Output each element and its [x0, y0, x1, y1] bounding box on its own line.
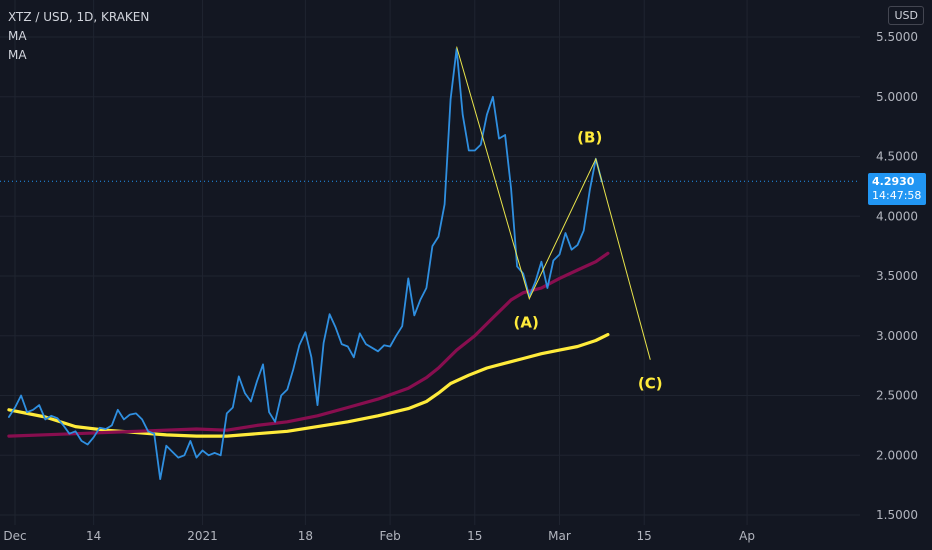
x-tick-label: 18	[298, 529, 313, 543]
wave-path	[456, 46, 651, 360]
series-layer	[0, 48, 860, 481]
y-tick-label: 4.0000	[876, 209, 918, 223]
x-tick-label: Mar	[548, 529, 571, 543]
wave-label: (A)	[514, 314, 539, 332]
y-tick-label: 1.5000	[876, 508, 918, 522]
y-tick-label: 2.5000	[876, 389, 918, 403]
wave-annotation: (A) (B) (C)	[456, 46, 663, 393]
ma-indicator-label-2[interactable]: MA	[8, 48, 27, 62]
x-tick-label: Feb	[379, 529, 400, 543]
x-axis[interactable]: Dec 14 2021 18 Feb 15 Mar 15 Ap	[3, 529, 755, 543]
current-price-value: 4.2930	[872, 175, 915, 188]
y-tick-label: 5.0000	[876, 90, 918, 104]
y-tick-label: 2.0000	[876, 448, 918, 462]
y-tick-label: 3.0000	[876, 329, 918, 343]
y-tick-label: 3.5000	[876, 269, 918, 283]
bar-countdown: 14:47:58	[872, 189, 922, 202]
y-axis[interactable]: 1.5000 2.0000 2.5000 3.0000 3.5000 4.0000 4.50…	[876, 30, 918, 522]
x-tick-label: 2021	[187, 529, 218, 543]
current-price-tag: 4.2930 14:47:58	[868, 173, 926, 205]
chart-legend: XTZ / USD, 1D, KRAKEN MA MA	[8, 8, 149, 65]
x-tick-label: Ap	[739, 529, 755, 543]
ma-indicator-label-1[interactable]: MA	[8, 29, 27, 43]
y-tick-label: 5.5000	[876, 30, 918, 44]
x-tick-label: 15	[637, 529, 652, 543]
x-tick-label: 15	[467, 529, 482, 543]
grid-lines	[0, 0, 860, 525]
x-tick-label: Dec	[3, 529, 26, 543]
currency-button[interactable]: USD	[888, 6, 924, 25]
symbol-title[interactable]: XTZ / USD, 1D, KRAKEN	[8, 10, 150, 24]
ma-slow-line	[7, 333, 610, 438]
wave-label: (C)	[638, 375, 663, 393]
price-line	[7, 48, 603, 481]
y-tick-label: 4.5000	[876, 150, 918, 164]
x-tick-label: 14	[86, 529, 101, 543]
wave-label: (B)	[577, 128, 602, 146]
